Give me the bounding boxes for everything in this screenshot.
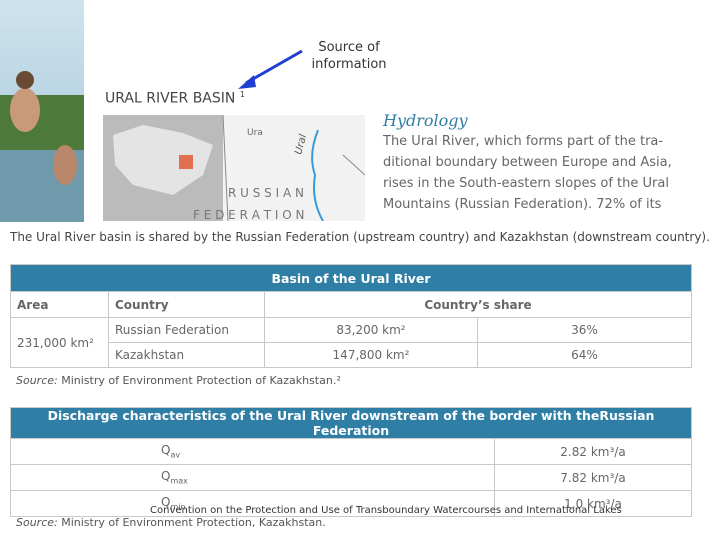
cell: Kazakhstan	[108, 342, 265, 368]
footer: Convention on the Protection and Use of …	[150, 505, 622, 516]
hydrology-line: rises in the South-eastern slopes of the…	[383, 176, 669, 191]
map-label: Ural	[293, 133, 309, 156]
table-title: Discharge characteristics of the Ural Ri…	[10, 407, 692, 439]
cell: 2.82 km³/a	[494, 438, 692, 465]
row: Qmin 1.0 km³/a	[10, 490, 692, 517]
symbol: Q	[161, 469, 171, 484]
intro: The Ural River basin is shared by the Ru…	[10, 230, 710, 244]
arrow	[238, 49, 303, 89]
header-cell: Area	[10, 291, 109, 318]
callout-line: Source of	[318, 40, 380, 55]
hydrology-text: The Ural River, which forms part of the …	[383, 131, 672, 215]
subscript: av	[170, 450, 181, 460]
header-cell: Country	[108, 291, 265, 318]
cell: 83,200 km²	[264, 317, 478, 343]
footnote-mark: 1	[239, 90, 245, 99]
cell: Qmax	[10, 464, 495, 491]
hydrology-line: ditional boundary between Europe and Asi…	[383, 155, 672, 170]
cell: Qmin	[10, 490, 495, 517]
table: Basin of the Ural River Area Country Cou…	[10, 264, 692, 368]
photo	[0, 0, 84, 222]
hydrology-line: Mountains (Russian Federation). 72% of i…	[383, 197, 662, 212]
symbol: Q	[161, 443, 171, 458]
cell: Russian Federation	[108, 317, 265, 343]
subscript: max	[170, 476, 188, 486]
map-label: R U S S I A N	[228, 186, 304, 200]
cell: 147,800 km²	[264, 342, 478, 368]
cell: 36%	[477, 317, 692, 343]
title-text: URAL RIVER BASIN	[105, 90, 236, 107]
table-body: Qav 2.82 km³/a Qmax 7.82 km³/a Qmin 1.0 km³/a	[10, 438, 692, 517]
callout-line: information	[311, 57, 387, 72]
symbol: Q	[161, 495, 171, 510]
map-label: F E D E R A T I O N	[193, 208, 304, 221]
source-text: Ministry of Environment Protection, Kaza…	[61, 516, 326, 529]
source-text: Ministry of Environment Protection of Ka…	[61, 374, 341, 387]
hydrology-heading: Hydrology	[383, 111, 468, 130]
hydrology-line: The Ural River, which forms part of the …	[383, 134, 664, 149]
cell: 64%	[477, 342, 692, 368]
cell: 1.0 km³/a	[494, 490, 692, 517]
table: Discharge characteristics of the Ural Ri…	[10, 407, 692, 517]
source: Source: Ministry of Environment Protecti…	[16, 374, 341, 387]
row: Qav 2.82 km³/a	[10, 438, 692, 465]
map: Ural Ura R U S S I A N F E D E R A T I O…	[103, 115, 365, 221]
map-label: Ura	[247, 128, 263, 138]
row: Qmax 7.82 km³/a	[10, 464, 692, 491]
callout: Source of information	[300, 39, 398, 73]
source-label: Source:	[16, 374, 58, 387]
cell: 7.82 km³/a	[494, 464, 692, 491]
source: Source: Ministry of Environment Protecti…	[16, 516, 326, 529]
subscript: min	[170, 502, 186, 512]
source-label: Source:	[16, 516, 58, 529]
hydrology: Hydrology The Ural River, which forms pa…	[383, 110, 672, 215]
cell: Qav	[10, 438, 495, 465]
map-title: URAL RIVER BASIN 1	[105, 90, 245, 107]
table-title: Basin of the Ural River	[10, 264, 692, 292]
header-cell: Country’s share	[264, 291, 692, 318]
cell: 231,000 km²	[10, 317, 109, 368]
